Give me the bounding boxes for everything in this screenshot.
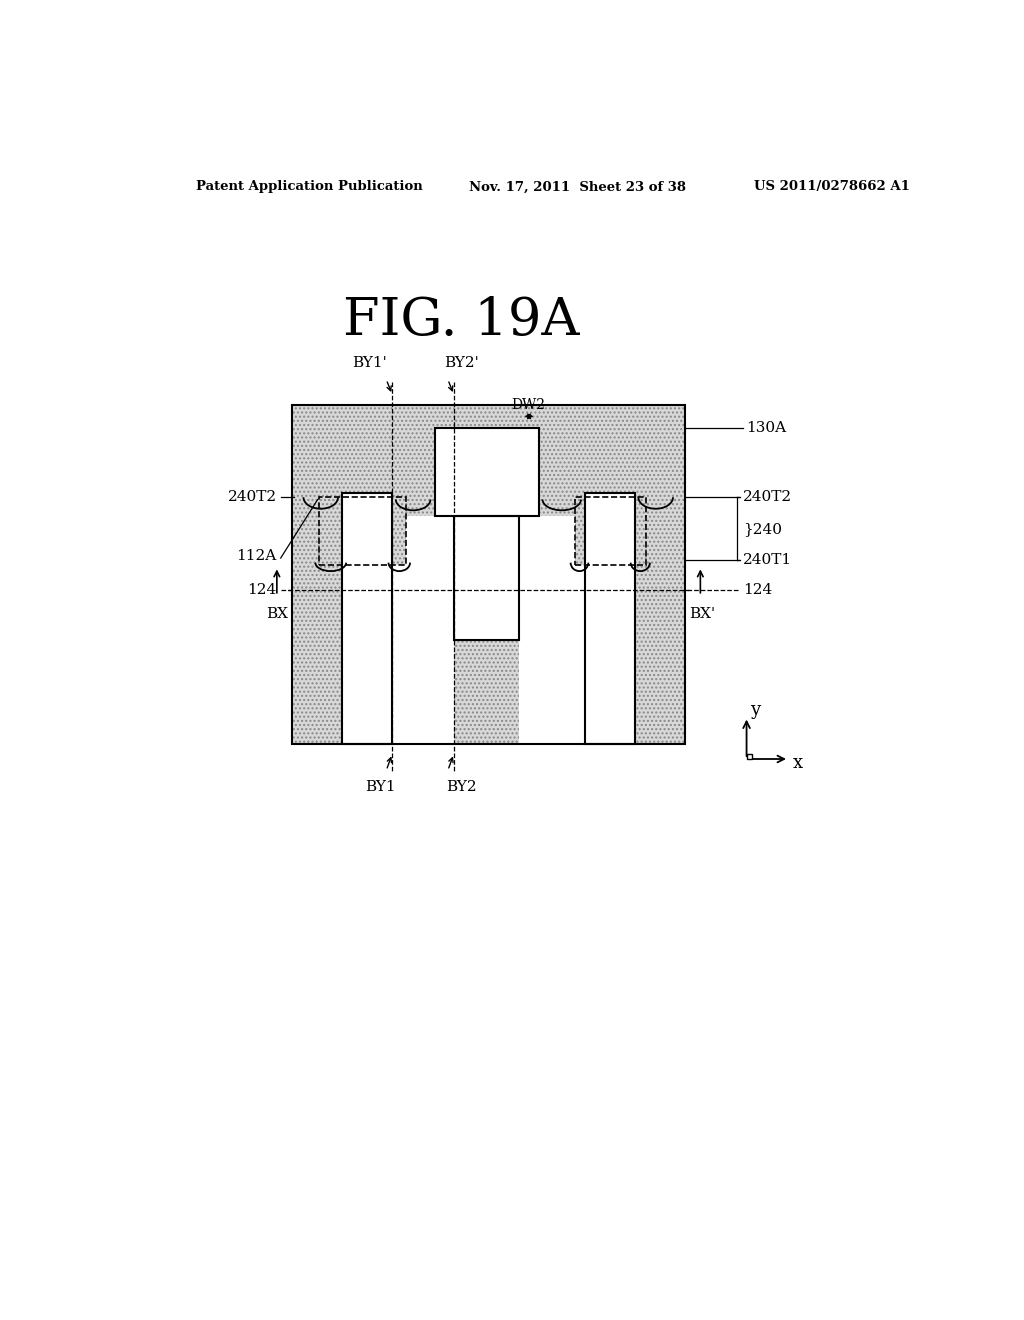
Bar <box>585 494 635 743</box>
Text: BY1': BY1' <box>352 356 387 370</box>
Bar <box>454 516 519 640</box>
Text: 124: 124 <box>248 582 276 597</box>
Bar <box>342 494 392 743</box>
Bar <box>342 494 392 743</box>
Bar <box>435 428 539 516</box>
Text: Patent Application Publication: Patent Application Publication <box>196 181 423 194</box>
Bar <box>342 498 392 565</box>
Text: Nov. 17, 2011  Sheet 23 of 38: Nov. 17, 2011 Sheet 23 of 38 <box>469 181 686 194</box>
Bar <box>292 405 685 743</box>
Bar <box>319 498 407 565</box>
Bar <box>392 640 454 743</box>
Bar <box>585 498 635 565</box>
Text: 130A: 130A <box>746 421 786 434</box>
Text: 240T1: 240T1 <box>742 553 792 568</box>
Text: BY1: BY1 <box>366 780 396 793</box>
Text: 112A: 112A <box>237 549 276 564</box>
Bar <box>454 516 519 640</box>
Text: DW2: DW2 <box>512 397 546 412</box>
Text: 124: 124 <box>742 582 772 597</box>
Bar <box>435 428 539 516</box>
Bar <box>319 498 407 565</box>
Text: BX: BX <box>266 607 288 620</box>
Text: }240: }240 <box>743 521 782 536</box>
Text: US 2011/0278662 A1: US 2011/0278662 A1 <box>755 181 910 194</box>
Bar <box>519 640 585 743</box>
Bar <box>519 516 585 640</box>
Text: BY2': BY2' <box>444 356 479 370</box>
Text: BY2: BY2 <box>446 780 477 793</box>
Text: x: x <box>793 754 803 772</box>
Text: 240T2: 240T2 <box>227 490 276 504</box>
Bar <box>574 498 646 565</box>
Text: 240T2: 240T2 <box>742 490 792 504</box>
Bar <box>392 516 454 640</box>
Text: BX': BX' <box>689 607 715 620</box>
Bar <box>574 498 646 565</box>
Bar <box>585 494 635 743</box>
Bar <box>746 754 752 759</box>
Bar <box>292 405 685 743</box>
Text: FIG. 19A: FIG. 19A <box>343 294 580 346</box>
Text: y: y <box>750 701 760 719</box>
